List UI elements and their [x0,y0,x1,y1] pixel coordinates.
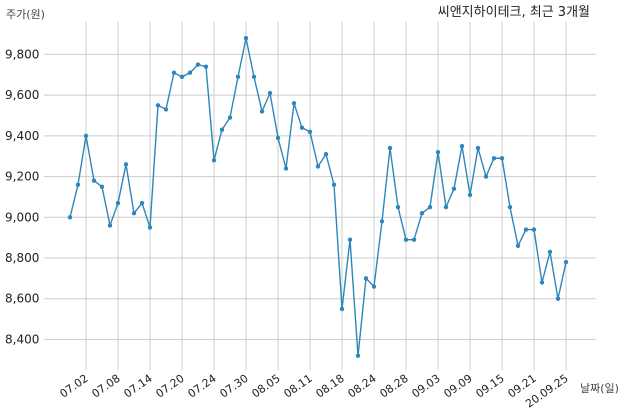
y-axis-title: 주가(원) [6,8,45,21]
x-tick-label: 08.05 [249,372,282,401]
data-point [331,182,337,187]
data-point [435,149,441,155]
x-gridlines [85,22,567,370]
data-point [131,211,137,216]
price-series-line [69,37,567,356]
data-point [211,158,217,163]
data-point [379,219,385,224]
data-point [275,135,281,141]
data-point [235,74,241,80]
data-point [219,127,225,132]
data-point [163,107,169,112]
y-tick-label: 8,600 [5,292,39,306]
data-point [83,133,89,139]
data-point [555,296,561,301]
data-point [539,280,545,285]
data-point [171,70,177,75]
data-point [491,156,497,161]
data-point [307,129,313,134]
data-point [531,227,537,232]
x-tick-label: 08.11 [281,372,314,401]
data-point [179,74,185,80]
data-point [515,243,521,249]
data-point [459,143,465,149]
x-tick-label: 07.24 [185,372,218,401]
data-point [507,204,513,210]
data-point [547,249,553,255]
x-tick-label: 07.08 [89,372,122,401]
data-point [323,151,329,157]
price-points [67,35,569,358]
data-point [339,306,345,312]
x-tick-label: 07.14 [121,372,154,401]
x-tick-labels: 07.0207.0807.1407.2007.2407.3008.0508.11… [57,372,570,411]
x-tick-label: 09.15 [473,372,506,401]
data-point [483,174,489,179]
data-point [251,74,257,80]
data-point [315,164,321,169]
y-tick-label: 9,000 [5,210,39,224]
y-tick-labels: 8,400 8,600 8,800 9,000 9,200 9,400 9,600 9,800 [5,47,39,346]
y-tick-label: 9,400 [5,129,39,143]
data-point [187,70,193,75]
y-tick-label: 9,600 [5,88,39,102]
x-tick-label: 07.02 [57,372,90,401]
x-tick-label: 07.20 [153,372,186,401]
data-point [91,178,97,183]
data-point [155,103,161,108]
data-point [291,101,297,106]
data-point [467,192,473,198]
data-point [411,237,417,242]
y-tick-label: 9,200 [5,170,39,184]
x-tick-label: 08.28 [377,372,410,401]
data-point [115,200,121,206]
data-point [99,184,105,189]
y-tick-label: 8,800 [5,251,39,265]
data-point [139,200,145,206]
data-point [203,64,209,69]
x-tick-label: 08.24 [345,372,378,401]
x-tick-label: 07.30 [217,372,250,401]
data-point [499,156,505,161]
x-tick-label: 08.18 [313,372,346,401]
data-point [243,35,249,41]
data-point [299,125,305,130]
data-point [419,211,425,216]
chart-title: 씨앤지하이테크, 최근 3개월 [438,5,590,20]
x-tick-label: 09.09 [441,372,474,401]
data-point [395,204,401,210]
data-point [355,353,361,358]
data-point [123,162,129,167]
data-point [107,223,113,228]
data-point [283,166,289,171]
data-point [475,145,481,151]
data-point [523,227,529,232]
y-tick-label: 8,400 [5,332,39,346]
data-point [67,215,73,220]
data-point [363,276,369,281]
data-point [427,204,433,210]
data-point [451,186,457,192]
data-point [267,90,273,96]
x-axis-title: 날짜(일) [580,381,619,395]
y-gridlines [44,53,596,340]
data-point [403,237,409,242]
data-point [195,62,201,67]
data-point [387,145,393,151]
data-point [347,237,353,242]
data-point [75,182,81,187]
data-point [227,115,233,120]
data-point [259,109,265,114]
x-tick-label: 09.03 [409,372,442,401]
data-point [147,225,153,230]
y-tick-label: 9,800 [5,47,39,61]
data-point [371,284,377,289]
data-point [563,259,569,265]
data-point [443,204,449,210]
